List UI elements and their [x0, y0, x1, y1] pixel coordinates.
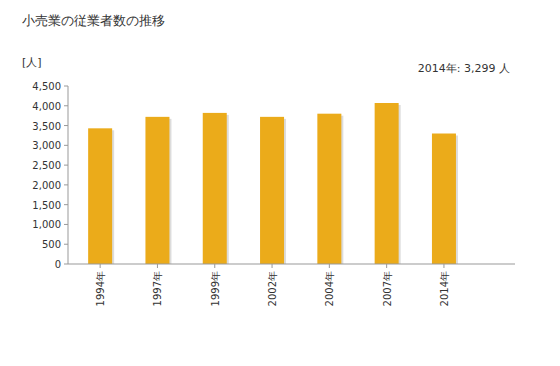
bar	[375, 103, 399, 264]
y-axis	[68, 86, 69, 264]
tick-label: 1,500	[32, 200, 61, 211]
bar	[203, 113, 227, 264]
annotation: 2014年: 3,299 人	[418, 62, 510, 75]
tick	[64, 184, 68, 185]
tick-label: 4,000	[32, 101, 61, 112]
tick	[64, 105, 68, 106]
category-label: 2014年	[439, 271, 450, 306]
tick	[64, 244, 68, 245]
bar	[432, 134, 456, 264]
category-label: 2002年	[267, 271, 278, 306]
tick	[64, 204, 68, 205]
bar	[145, 117, 169, 264]
x-axis	[68, 264, 515, 265]
bar	[317, 114, 341, 264]
tick-label: 3,500	[32, 121, 61, 132]
tick	[386, 264, 387, 268]
bar	[88, 128, 112, 264]
tick	[64, 86, 68, 87]
title: 小売業の従業者数の推移	[22, 13, 165, 28]
category-label: 2007年	[382, 271, 393, 306]
category-label: 1999年	[210, 271, 221, 306]
tick	[214, 264, 215, 268]
tick	[272, 264, 273, 268]
chart: 小売業の従業者数の推移 [人] 2014年: 3,299 人 0 500 1,000 1,5…	[0, 0, 560, 366]
tick	[100, 264, 101, 268]
tick	[64, 224, 68, 225]
tick	[157, 264, 158, 268]
tick-label: 0	[55, 259, 61, 270]
axis-label: [人]	[22, 56, 42, 69]
tick	[64, 165, 68, 166]
category-label: 2004年	[324, 271, 335, 306]
tick	[329, 264, 330, 268]
tick-label: 500	[42, 239, 61, 250]
bar	[260, 117, 284, 264]
tick	[443, 264, 444, 268]
tick-label: 1,000	[32, 219, 61, 230]
category-label: 1994年	[95, 271, 106, 306]
tick-label: 2,500	[32, 160, 61, 171]
tick	[64, 125, 68, 126]
bars	[88, 103, 458, 264]
tick-label: 3,000	[32, 140, 61, 151]
tick	[64, 264, 68, 265]
tick-label: 4,500	[32, 81, 61, 92]
tick-label: 2,000	[32, 180, 61, 191]
tick	[64, 145, 68, 146]
category-label: 1997年	[152, 271, 163, 306]
